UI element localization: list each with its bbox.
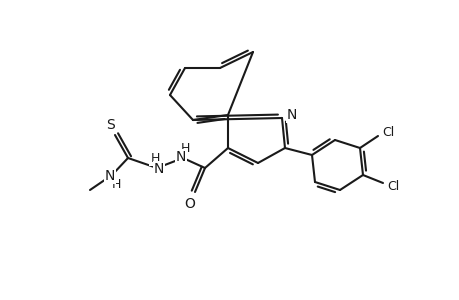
Text: N: N: [153, 162, 164, 176]
Text: S: S: [106, 118, 115, 132]
Text: Cl: Cl: [386, 181, 398, 194]
Text: N: N: [105, 169, 115, 183]
Text: O: O: [184, 197, 195, 211]
Text: H: H: [150, 152, 159, 164]
Text: H: H: [111, 178, 120, 191]
Text: N: N: [286, 108, 297, 122]
Text: Cl: Cl: [381, 125, 393, 139]
Text: N: N: [175, 150, 186, 164]
Text: H: H: [180, 142, 189, 154]
